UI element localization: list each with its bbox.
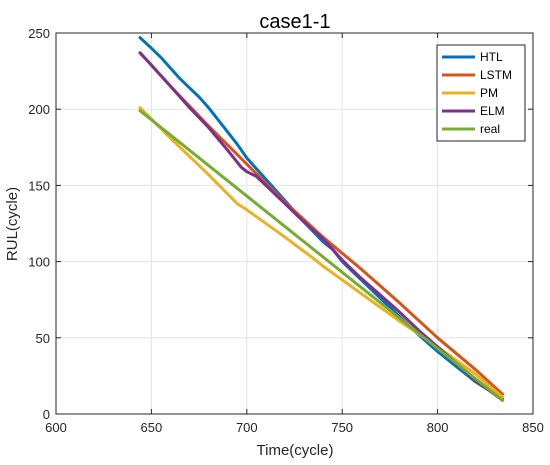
series-line-elm bbox=[138, 51, 504, 402]
y-tick-label: 250 bbox=[28, 26, 50, 41]
y-tick-label: 0 bbox=[43, 407, 50, 422]
series-line-real bbox=[138, 109, 504, 402]
legend-label-pm: PM bbox=[480, 86, 498, 100]
legend-label-htl: HTL bbox=[480, 50, 503, 64]
axes-box bbox=[55, 32, 534, 415]
y-tick-label: 200 bbox=[28, 102, 50, 117]
y-axis-label: RUL(cycle) bbox=[4, 187, 21, 261]
x-tick-label: 600 bbox=[45, 420, 67, 435]
x-tick-label: 750 bbox=[331, 420, 353, 435]
y-tick-label: 150 bbox=[28, 178, 50, 193]
x-axis-label: Time(cycle) bbox=[257, 442, 334, 459]
chart-title: case1-1 bbox=[259, 11, 330, 33]
legend-label-lstm: LSTM bbox=[480, 68, 512, 82]
y-tick-label: 50 bbox=[36, 331, 50, 346]
x-tick-label: 650 bbox=[141, 420, 163, 435]
legend-label-elm: ELM bbox=[480, 104, 505, 118]
x-tick-label: 700 bbox=[236, 420, 258, 435]
legend-label-real: real bbox=[480, 122, 500, 136]
x-tick-label: 800 bbox=[427, 420, 449, 435]
x-tick-label: 850 bbox=[522, 420, 544, 435]
legend: HTL LSTM PM ELM real bbox=[436, 44, 526, 142]
y-tick-label: 100 bbox=[28, 255, 50, 270]
